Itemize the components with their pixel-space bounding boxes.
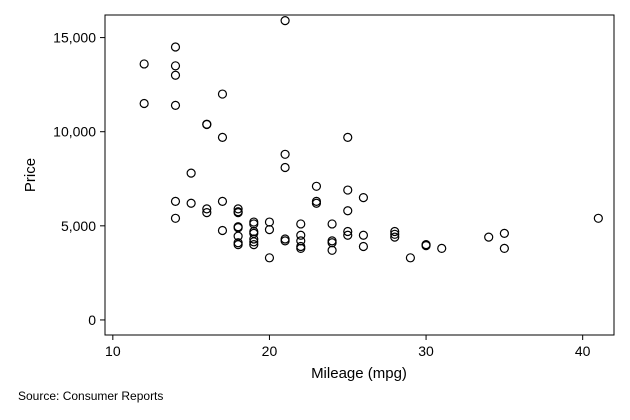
data-point (390, 229, 400, 239)
y-tick-label: 5,000 (61, 218, 96, 234)
data-point (170, 213, 181, 223)
y-tick-label: 15,000 (53, 30, 96, 46)
data-point (296, 219, 306, 229)
data-point (280, 149, 290, 159)
data-point (499, 243, 509, 254)
source-note: Source: Consumer Reports (18, 389, 163, 403)
data-point (296, 230, 306, 240)
x-axis-title: Mileage (mpg) (311, 365, 407, 382)
data-point (593, 213, 603, 223)
data-point (233, 208, 243, 218)
data-point (327, 238, 337, 248)
data-point (390, 226, 400, 237)
data-point (296, 241, 306, 252)
data-point (217, 132, 228, 142)
data-point (202, 119, 212, 130)
data-point (296, 243, 306, 254)
data-point (499, 228, 509, 238)
data-point (311, 196, 322, 206)
data-point (249, 226, 259, 237)
data-point (264, 224, 275, 235)
data-point (170, 70, 181, 80)
data-point (186, 168, 196, 178)
data-point (186, 198, 196, 208)
x-axis: 10 20 30 40 (105, 335, 591, 359)
data-point (343, 226, 353, 237)
data-point (139, 98, 149, 109)
data-point (233, 240, 243, 250)
data-point (249, 240, 259, 250)
data-point (327, 245, 337, 255)
y-tick-label: 0 (88, 312, 96, 328)
y-axis-title: Price (22, 158, 39, 192)
y-tick-label: 10,000 (53, 124, 96, 140)
data-point (170, 42, 181, 52)
data-point (343, 132, 353, 142)
data-point (280, 236, 290, 246)
data-point (327, 236, 337, 246)
data-point (249, 219, 259, 229)
data-point (343, 230, 353, 240)
data-point (327, 219, 337, 229)
data-point (249, 234, 259, 244)
data-point (249, 217, 259, 227)
data-point (280, 162, 290, 173)
data-point (437, 243, 447, 254)
data-point (249, 237, 259, 247)
data-point (170, 61, 181, 71)
data-point (390, 232, 400, 242)
data-point (358, 241, 369, 252)
data-point (343, 185, 353, 195)
data-point (264, 253, 275, 263)
data-point (264, 217, 275, 227)
data-point (358, 192, 369, 203)
x-tick-label: 30 (418, 343, 434, 359)
data-point (202, 204, 212, 214)
data-point (280, 234, 290, 244)
data-point (217, 196, 228, 206)
x-tick-label: 10 (105, 343, 121, 359)
data-point (139, 59, 149, 69)
data-point (280, 16, 290, 26)
data-point (405, 253, 415, 263)
plot-frame (104, 14, 615, 336)
data-point (311, 181, 322, 191)
data-point (311, 198, 322, 208)
data-point (343, 206, 353, 216)
data-point (170, 100, 181, 110)
data-point (202, 208, 212, 218)
x-tick-label: 40 (575, 343, 591, 359)
data-point (233, 204, 243, 214)
data-point (421, 240, 431, 251)
data-point (217, 89, 228, 99)
data-point (358, 230, 369, 240)
x-tick-label: 20 (262, 343, 278, 359)
y-axis: 0 5,000 10,000 15,000 (53, 30, 105, 328)
data-point (170, 196, 181, 206)
data-point (484, 232, 494, 242)
data-points (139, 16, 603, 263)
data-point (217, 225, 228, 236)
